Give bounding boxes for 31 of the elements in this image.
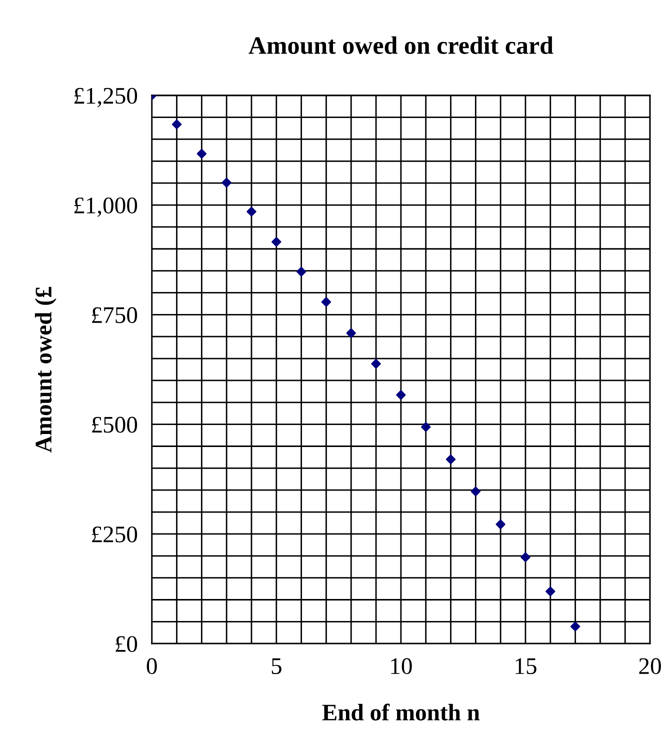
x-tick-label: 15 [516, 658, 536, 674]
point [222, 178, 232, 188]
y-tick-label: £1,000 [74, 198, 138, 217]
point [272, 237, 282, 247]
point [520, 552, 530, 562]
point [446, 454, 456, 464]
x-tick-label: 5 [272, 658, 282, 674]
x-tick-label: 0 [146, 658, 157, 674]
x-axis-title: End of month n [322, 704, 480, 721]
point [570, 622, 580, 632]
point [470, 486, 481, 496]
point [246, 206, 256, 216]
y-axis-title: Amount owed (£ [34, 286, 56, 453]
point [546, 586, 556, 596]
point [371, 358, 381, 369]
point [496, 519, 506, 530]
y-tick-label: £750 [92, 307, 138, 324]
y-tick-label: £500 [92, 416, 138, 433]
chart-title: Amount owed on credit card [248, 36, 554, 54]
x-tick-label: 10 [391, 658, 412, 674]
point [321, 297, 332, 307]
y-tick-label: £1,250 [74, 88, 138, 108]
y-tick-label: £250 [92, 526, 138, 542]
point [346, 328, 356, 338]
y-tick-label: £0 [116, 636, 138, 652]
point [172, 119, 182, 130]
point [396, 390, 406, 400]
point [196, 148, 207, 159]
x-tick-label: 20 [639, 658, 661, 674]
point [296, 266, 306, 277]
point [420, 422, 431, 432]
